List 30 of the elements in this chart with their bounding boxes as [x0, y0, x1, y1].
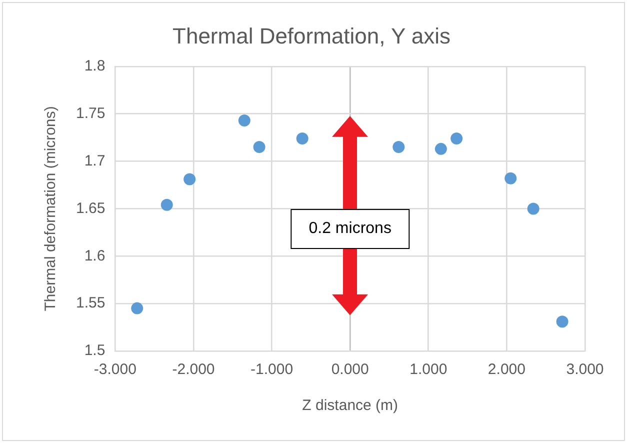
- chart-title: Thermal Deformation, Y axis: [172, 23, 450, 48]
- y-tick-label: 1.8: [84, 58, 106, 75]
- x-tick-label: 3.000: [566, 361, 604, 378]
- x-tick-label: -2.000: [172, 361, 215, 378]
- y-axis-title: Thermal deformation (microns): [42, 106, 60, 312]
- y-tick-label: 1.65: [76, 200, 106, 217]
- point: [253, 141, 266, 154]
- point: [527, 202, 540, 215]
- y-tick-label: 1.55: [76, 294, 106, 312]
- point: [296, 132, 308, 144]
- x-tick-label: 1.000: [410, 361, 448, 378]
- x-tick-label: 2.000: [488, 361, 526, 378]
- point: [131, 302, 144, 314]
- x-tick-label: -1.000: [250, 361, 294, 378]
- annotation: 0.2 microns: [290, 208, 410, 249]
- y-tick-label: 1.75: [76, 104, 106, 122]
- y-tick-label: 1.6: [84, 247, 106, 264]
- point: [450, 132, 463, 144]
- point: [392, 141, 405, 154]
- x-axis-title: Z distance (m): [302, 397, 398, 414]
- x-tick-label: -3.000: [94, 361, 136, 378]
- point: [434, 142, 447, 155]
- point: [184, 173, 196, 186]
- point: [556, 316, 568, 328]
- x-tick-label: 0.000: [331, 361, 369, 378]
- y-tick-label: 1.7: [84, 152, 106, 170]
- point: [238, 114, 250, 126]
- point: [504, 172, 517, 184]
- y-tick-label: 1.5: [84, 342, 106, 360]
- point: [160, 198, 173, 211]
